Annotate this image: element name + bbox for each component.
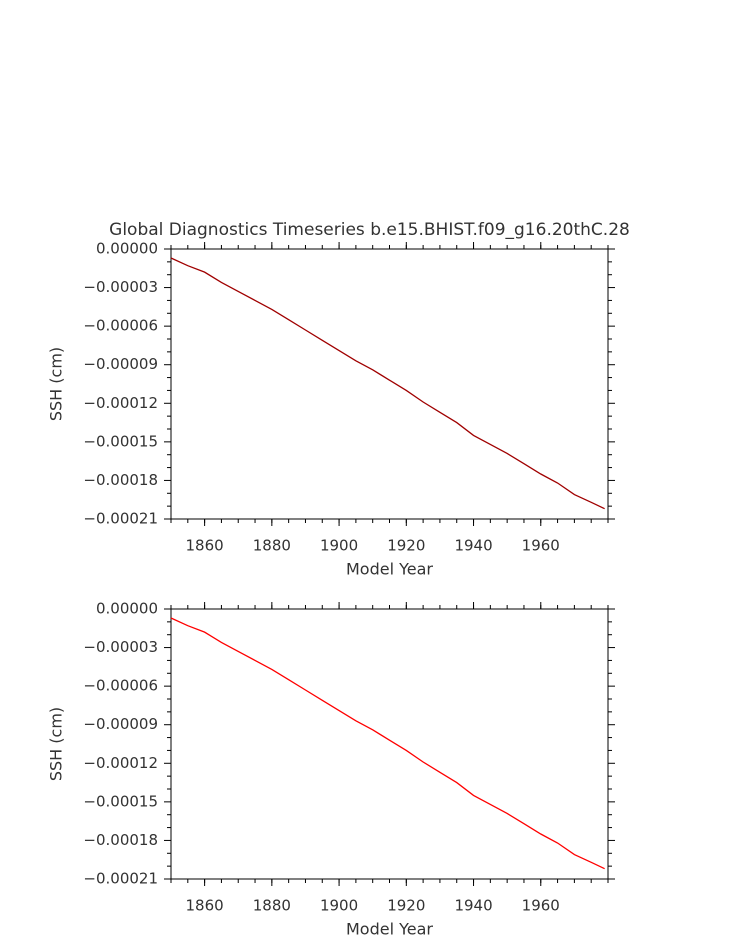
x-tick-label: 1920 — [387, 537, 425, 555]
x-axis-label: Model Year — [346, 560, 433, 579]
y-tick-label: −0.00018 — [83, 831, 158, 849]
y-tick-label: 0.00000 — [96, 600, 158, 618]
y-tick-label: −0.00006 — [83, 317, 158, 335]
y-tick-label: −0.00012 — [83, 394, 158, 412]
y-tick-label: −0.00012 — [83, 754, 158, 772]
y-tick-label: −0.00003 — [83, 638, 158, 656]
y-tick-label: −0.00009 — [83, 715, 158, 733]
y-axis-label: SSH (cm) — [47, 347, 66, 421]
plot-frame — [170, 248, 609, 520]
x-tick-label: 1880 — [253, 537, 291, 555]
data-line — [170, 257, 605, 510]
y-tick-label: −0.00009 — [83, 355, 158, 373]
x-tick-label: 1960 — [522, 537, 560, 555]
x-tick-label: 1900 — [320, 897, 358, 915]
y-tick-label: −0.00006 — [83, 677, 158, 695]
x-tick-label: 1880 — [253, 897, 291, 915]
x-tick-label: 1920 — [387, 897, 425, 915]
x-tick-label: 1940 — [454, 897, 492, 915]
x-tick-label: 1860 — [186, 897, 224, 915]
x-tick-label: 1940 — [454, 537, 492, 555]
y-tick-label: −0.00018 — [83, 471, 158, 489]
chart-title: Global Diagnostics Timeseries b.e15.BHIS… — [109, 220, 630, 240]
x-tick-label: 1900 — [320, 537, 358, 555]
y-tick-label: 0.00000 — [96, 240, 158, 258]
y-tick-label: −0.00015 — [83, 432, 158, 450]
data-line — [170, 617, 605, 870]
x-axis-label: Model Year — [346, 920, 433, 939]
plot-frame — [170, 608, 609, 880]
y-tick-label: −0.00021 — [83, 870, 158, 888]
y-tick-label: −0.00021 — [83, 510, 158, 528]
x-tick-label: 1960 — [522, 897, 560, 915]
y-tick-label: −0.00003 — [83, 278, 158, 296]
y-axis-label: SSH (cm) — [47, 707, 66, 781]
x-tick-label: 1860 — [186, 537, 224, 555]
y-tick-label: −0.00015 — [83, 792, 158, 810]
